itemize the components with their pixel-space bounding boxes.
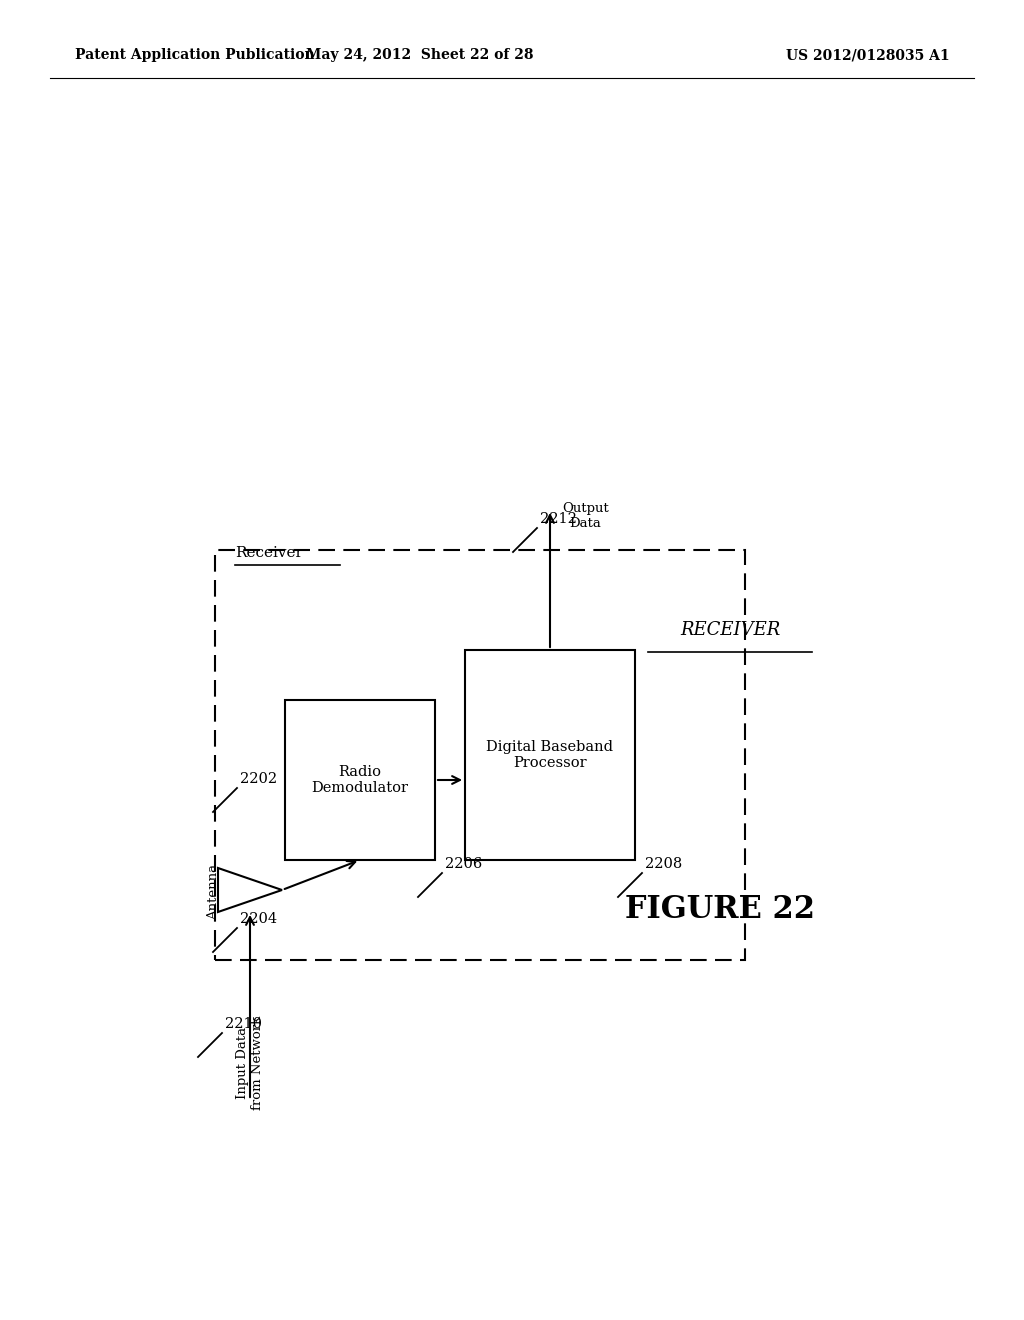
- Text: Digital Baseband
Processor: Digital Baseband Processor: [486, 741, 613, 770]
- Text: 2206: 2206: [445, 857, 482, 871]
- Text: FIGURE 22: FIGURE 22: [625, 895, 815, 925]
- Text: Radio
Demodulator: Radio Demodulator: [311, 764, 409, 795]
- Text: May 24, 2012  Sheet 22 of 28: May 24, 2012 Sheet 22 of 28: [306, 48, 534, 62]
- Text: Receiver: Receiver: [234, 546, 303, 560]
- Text: 2210: 2210: [225, 1016, 262, 1031]
- Text: 2204: 2204: [240, 912, 278, 927]
- Text: 2212: 2212: [540, 512, 577, 525]
- Text: Output
Data: Output Data: [562, 502, 608, 531]
- Text: RECEIVER: RECEIVER: [680, 620, 780, 639]
- Bar: [215, 550, 745, 960]
- Text: 2208: 2208: [645, 857, 682, 871]
- Text: Patent Application Publication: Patent Application Publication: [75, 48, 314, 62]
- Text: 2202: 2202: [240, 772, 278, 785]
- Text: Input Data
from Network: Input Data from Network: [236, 1016, 264, 1110]
- Bar: [285, 700, 435, 861]
- Text: Antenna: Antenna: [207, 863, 220, 920]
- Bar: [465, 649, 635, 861]
- Text: US 2012/0128035 A1: US 2012/0128035 A1: [786, 48, 950, 62]
